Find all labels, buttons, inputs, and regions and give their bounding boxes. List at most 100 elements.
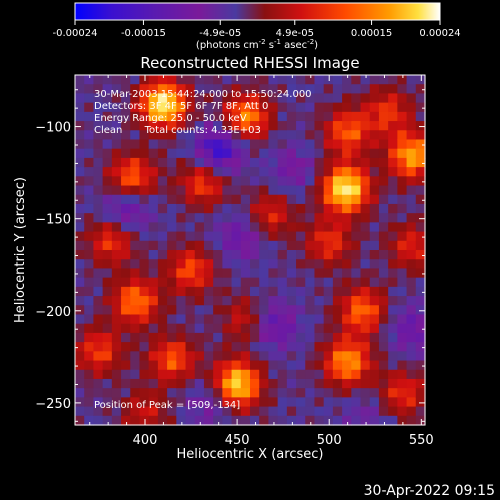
- heatmap-cell: [194, 259, 205, 270]
- heatmap-cell: [213, 157, 223, 168]
- heatmap-cell: [369, 268, 380, 279]
- heatmap-cell: [388, 102, 398, 113]
- heatmap-cell: [277, 139, 288, 150]
- heatmap-cell: [305, 323, 316, 334]
- heatmap-cell: [167, 75, 177, 85]
- heatmap-cell: [84, 93, 95, 104]
- heatmap-cell: [369, 351, 380, 362]
- heatmap-cell: [296, 167, 306, 177]
- heatmap-cell: [84, 323, 95, 334]
- heatmap-cell: [102, 222, 113, 233]
- heatmap-cell: [84, 397, 95, 408]
- heatmap-cell: [360, 203, 371, 214]
- heatmap-cell: [157, 351, 168, 362]
- heatmap-cell: [111, 203, 122, 214]
- heatmap-cell: [75, 351, 85, 362]
- heatmap-cell: [167, 369, 177, 380]
- heatmap-cell: [342, 378, 352, 389]
- heatmap-cell: [286, 296, 297, 306]
- heatmap-cell: [397, 314, 408, 325]
- heatmap-cell: [176, 111, 187, 122]
- heatmap-cell: [314, 213, 325, 223]
- heatmap-cell: [296, 121, 306, 131]
- heatmap-cell: [378, 369, 389, 380]
- heatmap-cell: [84, 222, 95, 233]
- heatmap-cell: [111, 250, 122, 260]
- heatmap-cell: [388, 342, 398, 352]
- heatmap-cell: [139, 268, 150, 279]
- heatmap-cell: [75, 250, 85, 260]
- heatmap-cell: [286, 277, 297, 288]
- heatmap-cell: [268, 84, 279, 95]
- heatmap-cell: [250, 332, 260, 343]
- heatmap-cell: [332, 305, 343, 316]
- heatmap-cell: [240, 130, 251, 141]
- heatmap-cell: [240, 323, 251, 334]
- heatmap-cell: [167, 305, 177, 316]
- heatmap-cell: [213, 185, 223, 196]
- heatmap-cell: [323, 314, 334, 325]
- heatmap-cell: [102, 139, 113, 150]
- heatmap-cell: [111, 111, 122, 122]
- heatmap-cell: [213, 268, 223, 279]
- heatmap-cell: [342, 176, 352, 187]
- heatmap-cell: [415, 139, 426, 150]
- heatmap-cell: [323, 167, 334, 177]
- heatmap-cell: [102, 148, 113, 159]
- heatmap-cell: [406, 369, 417, 380]
- heatmap-cell: [268, 332, 279, 343]
- heatmap-cell: [305, 342, 316, 352]
- heatmap-cell: [286, 342, 297, 352]
- detectors-annotation: Detectors: 3F 4F 5F 6F 7F 8F, Att 0: [94, 101, 268, 112]
- heatmap-cell: [121, 305, 131, 316]
- heatmap-cell: [388, 369, 398, 380]
- heatmap-cell: [351, 167, 362, 177]
- heatmap-cell: [259, 176, 270, 187]
- heatmap-cell: [378, 332, 389, 343]
- heatmap-cell: [388, 397, 398, 408]
- heatmap-cell: [342, 213, 352, 223]
- heatmap-cell: [286, 406, 297, 417]
- heatmap-cell: [378, 194, 389, 205]
- heatmap-cell: [415, 84, 426, 95]
- heatmap-cell: [323, 268, 334, 279]
- heatmap-cell: [111, 231, 122, 242]
- heatmap-cell: [84, 314, 95, 325]
- heatmap-cell: [332, 314, 343, 325]
- heatmap-cell: [305, 93, 316, 104]
- heatmap-cell: [75, 323, 85, 334]
- heatmap-cell: [406, 305, 417, 316]
- heatmap-cell: [259, 111, 270, 122]
- heatmap-cell: [176, 130, 187, 141]
- colorbar-tick-label: -0.00015: [121, 28, 166, 39]
- heatmap-cell: [203, 139, 214, 150]
- heatmap-cell: [240, 296, 251, 306]
- heatmap-cell: [397, 102, 408, 113]
- heatmap-cell: [93, 203, 104, 214]
- heatmap-cell: [222, 213, 233, 223]
- heatmap-cell: [286, 268, 297, 279]
- heatmap-cell: [406, 406, 417, 417]
- heatmap-cell: [314, 305, 325, 316]
- heatmap-cell: [342, 286, 352, 297]
- heatmap-cell: [167, 148, 177, 159]
- heatmap-cell: [111, 176, 122, 187]
- heatmap-cell: [167, 277, 177, 288]
- heatmap-cell: [323, 222, 334, 233]
- heatmap-cell: [314, 314, 325, 325]
- heatmap-cell: [93, 231, 104, 242]
- x-tick-label: 450: [225, 433, 250, 448]
- heatmap-cell: [378, 342, 389, 352]
- heatmap-cell: [157, 231, 168, 242]
- heatmap-cell: [406, 277, 417, 288]
- heatmap-cell: [111, 268, 122, 279]
- heatmap-cell: [176, 102, 187, 113]
- heatmap-cell: [323, 406, 334, 417]
- heatmap-cell: [250, 360, 260, 371]
- heatmap-cell: [185, 415, 196, 426]
- heatmap-cell: [176, 75, 187, 85]
- heatmap-cell: [388, 203, 398, 214]
- heatmap-cell: [139, 240, 150, 251]
- heatmap-cell: [342, 332, 352, 343]
- heatmap-cell: [342, 268, 352, 279]
